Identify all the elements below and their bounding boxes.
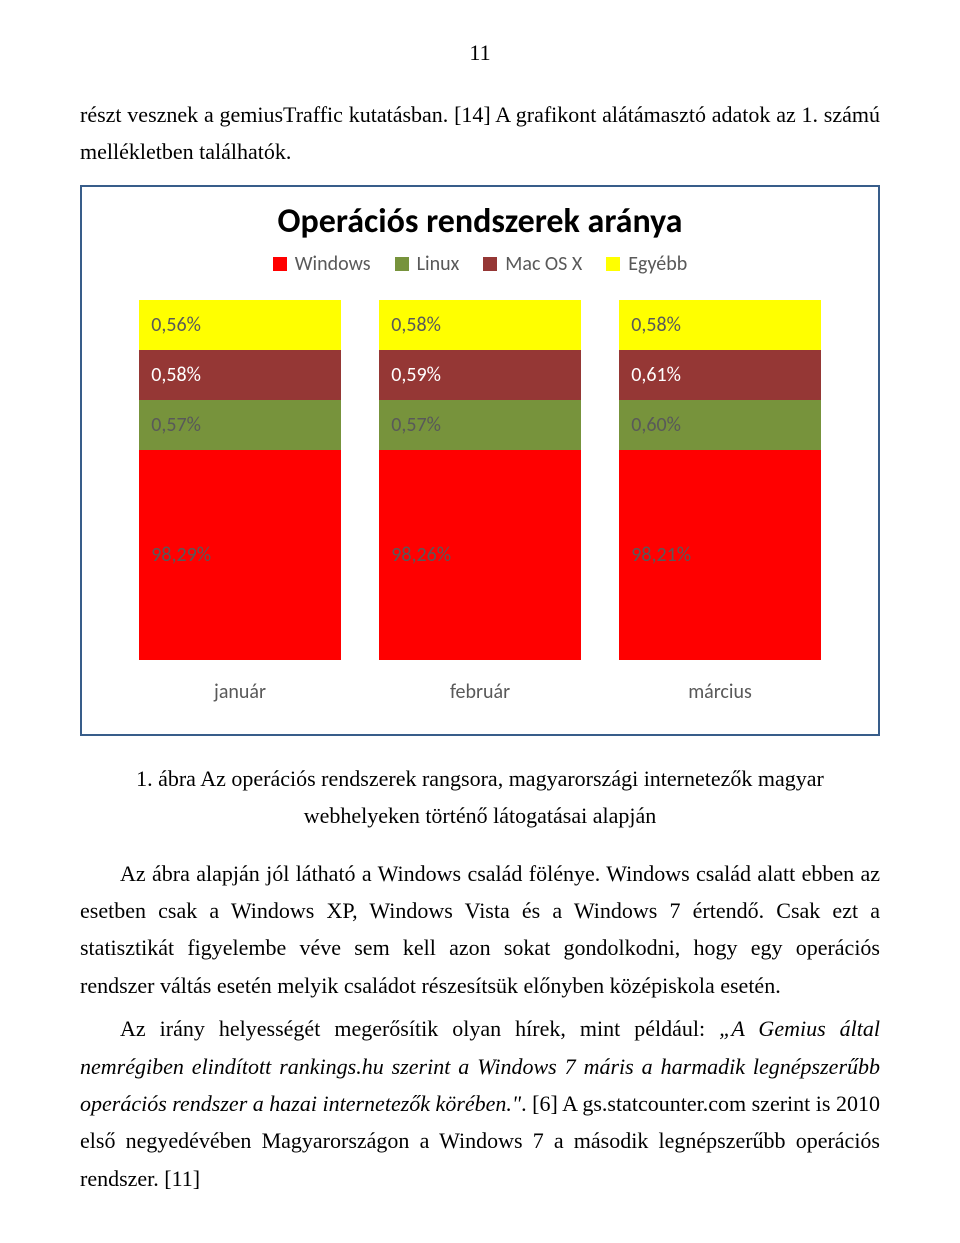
xaxis-label-march: március <box>619 680 821 704</box>
bar-segment-other: 0,56% <box>139 300 341 350</box>
paragraph-3: Az irány helyességét megerősítik olyan h… <box>80 1010 880 1197</box>
bar-stack: 0,58% 0,61% 0,60% 98,21% <box>619 300 821 660</box>
bar-segment-macosx: 0,59% <box>379 350 581 400</box>
bar-stack: 0,56% 0,58% 0,57% 98,29% <box>139 300 341 660</box>
bar-column-february: 0,58% 0,59% 0,57% 98,26% <box>379 300 581 660</box>
legend-item-linux: Linux <box>395 252 460 276</box>
bar-segment-macosx: 0,61% <box>619 350 821 400</box>
legend-swatch <box>606 257 620 271</box>
legend-item-other: Egyébb <box>606 252 687 276</box>
bar-segment-other: 0,58% <box>619 300 821 350</box>
bar-stack: 0,58% 0,59% 0,57% 98,26% <box>379 300 581 660</box>
legend-swatch <box>273 257 287 271</box>
xaxis-label-january: január <box>139 680 341 704</box>
legend-item-macosx: Mac OS X <box>483 252 582 276</box>
caption-line-1: 1. ábra Az operációs rendszerek rangsora… <box>136 766 824 791</box>
legend-item-windows: Windows <box>273 252 371 276</box>
bar-segment-windows: 98,21% <box>619 450 821 660</box>
chart-title: Operációs rendszerek aránya <box>100 201 860 242</box>
caption-line-2: webhelyeken történő látogatásai alapján <box>304 803 656 828</box>
bar-segment-linux: 0,60% <box>619 400 821 450</box>
bar-segment-windows: 98,26% <box>379 450 581 660</box>
chart-figure: Operációs rendszerek aránya Windows Linu… <box>80 185 880 736</box>
legend-label: Windows <box>295 252 371 276</box>
page-content: 11 részt vesznek a gemiusTraffic kutatás… <box>0 0 960 1243</box>
para3-prefix: Az irány helyességét megerősítik olyan h… <box>120 1016 719 1041</box>
bar-column-january: 0,56% 0,58% 0,57% 98,29% <box>139 300 341 660</box>
xaxis-label-february: február <box>379 680 581 704</box>
figure-caption: 1. ábra Az operációs rendszerek rangsora… <box>80 760 880 835</box>
body-paragraphs: Az ábra alapján jól látható a Windows cs… <box>80 855 880 1198</box>
chart-bars: 0,56% 0,58% 0,57% 98,29% 0,58% 0,59% 0,5… <box>100 290 860 660</box>
page-number: 11 <box>80 40 880 66</box>
legend-label: Linux <box>417 252 460 276</box>
bar-segment-macosx: 0,58% <box>139 350 341 400</box>
legend-label: Mac OS X <box>505 252 582 276</box>
intro-text: részt vesznek a gemiusTraffic kutatásban… <box>80 96 880 171</box>
chart-xaxis: január február március <box>100 680 860 704</box>
intro-paragraph: részt vesznek a gemiusTraffic kutatásban… <box>80 96 880 171</box>
legend-swatch <box>395 257 409 271</box>
bar-segment-windows: 98,29% <box>139 450 341 660</box>
bar-segment-other: 0,58% <box>379 300 581 350</box>
bar-segment-linux: 0,57% <box>379 400 581 450</box>
chart-legend: Windows Linux Mac OS X Egyébb <box>100 252 860 276</box>
legend-label: Egyébb <box>628 252 687 276</box>
bar-column-march: 0,58% 0,61% 0,60% 98,21% <box>619 300 821 660</box>
paragraph-2: Az ábra alapján jól látható a Windows cs… <box>80 855 880 1005</box>
bar-segment-linux: 0,57% <box>139 400 341 450</box>
legend-swatch <box>483 257 497 271</box>
